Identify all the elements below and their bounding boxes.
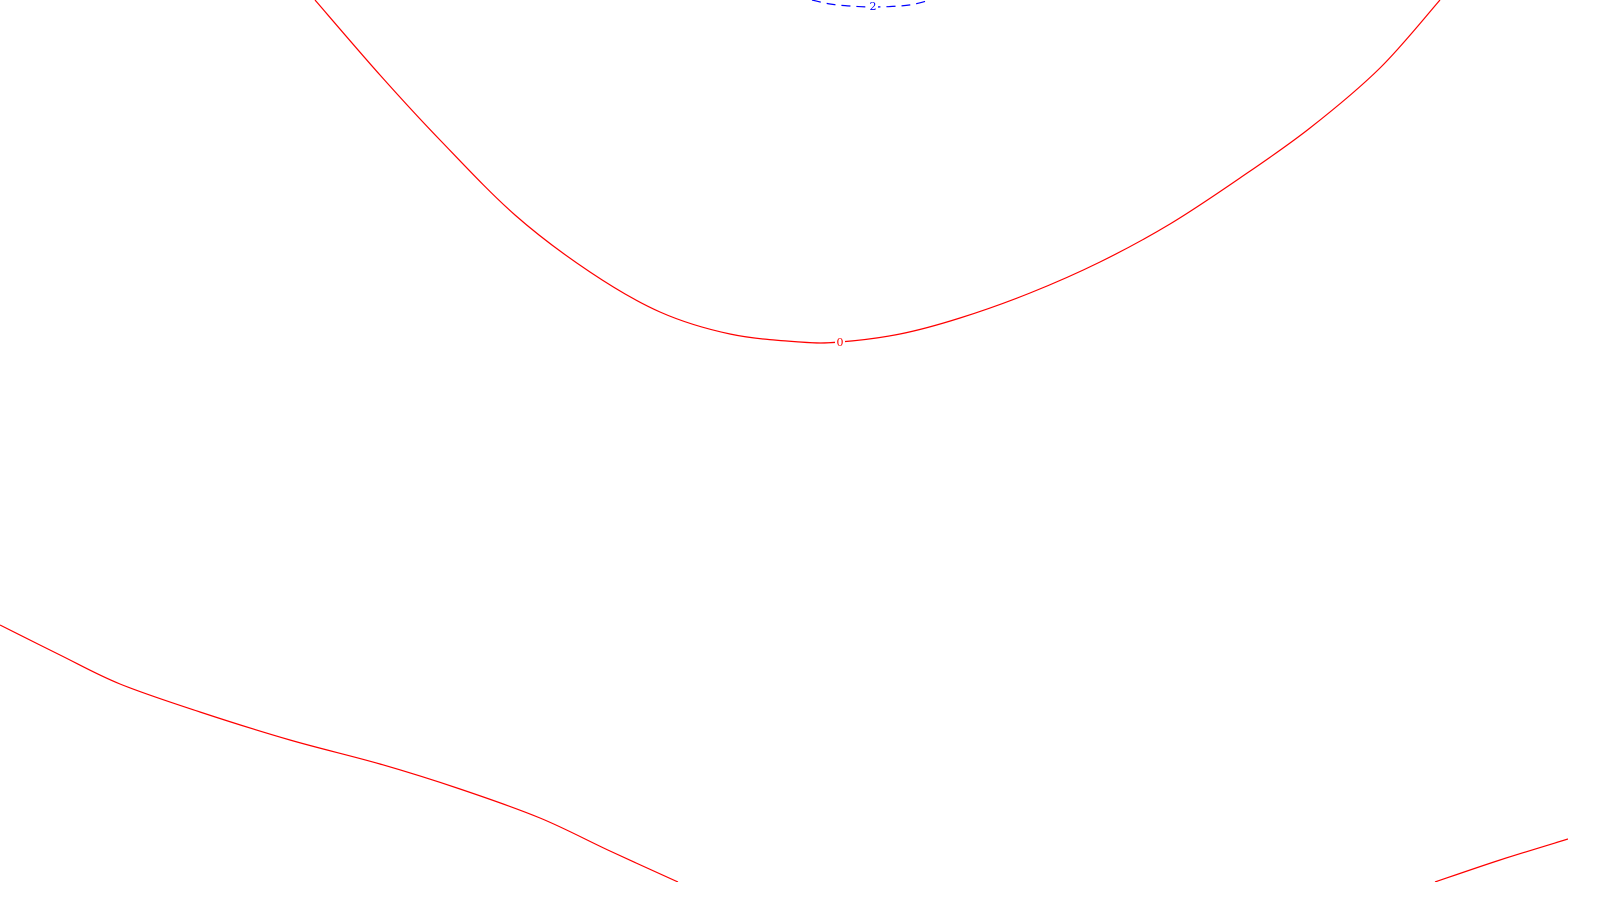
contour-line-0 <box>314 0 1441 344</box>
contour-line-2 <box>1434 838 1568 882</box>
contour-label-0: 0 <box>837 336 844 349</box>
contour-label-gap-1 <box>868 0 878 12</box>
contour-plot: 02 <box>0 0 1568 882</box>
contour-label-gap-0 <box>835 336 845 348</box>
contour-label-1: 2 <box>870 0 877 13</box>
contour-line-1 <box>0 624 679 882</box>
